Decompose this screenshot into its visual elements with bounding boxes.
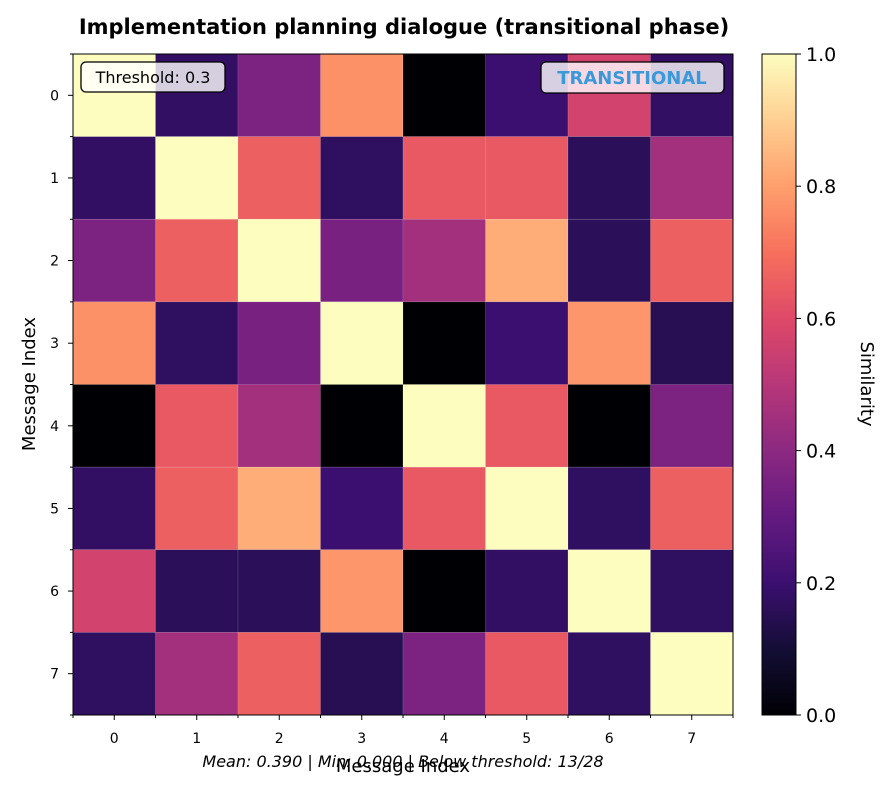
- heatmap-cell: [567, 632, 651, 716]
- y-axis-label: Message Index: [19, 317, 40, 452]
- heatmap-cell: [320, 218, 404, 303]
- heatmap-cell: [320, 549, 404, 633]
- heatmap-cell: [320, 53, 404, 137]
- colorbar-tick-label: 0.4: [806, 441, 836, 463]
- heatmap-cell: [402, 549, 486, 633]
- heatmap-cell: [155, 218, 239, 303]
- heatmap-cell: [485, 301, 569, 385]
- heatmap-cell: [650, 136, 734, 220]
- colorbar-label: Similarity: [856, 341, 877, 426]
- y-axis-ticks: 0 1 2 3 4 5 6 7: [50, 53, 73, 716]
- heatmap-cell: [72, 632, 156, 716]
- heatmap-cell: [72, 301, 156, 385]
- heatmap-cell: [72, 136, 156, 220]
- x-axis-label: Message Index: [336, 756, 471, 777]
- colorbar-tick-label: 0.6: [806, 308, 836, 330]
- colorbar-tick-label: 1.0: [806, 44, 836, 66]
- heatmap-cell: [72, 218, 156, 303]
- x-tick-label: 2: [275, 731, 284, 747]
- x-tick-label: 0: [110, 731, 119, 747]
- heatmap-cell: [237, 549, 321, 633]
- y-tick-label: 4: [50, 419, 59, 435]
- heatmap-cell: [320, 632, 404, 716]
- x-tick-label: 7: [687, 731, 696, 747]
- heatmap-cell: [650, 632, 734, 716]
- y-tick-label: 5: [50, 501, 59, 517]
- heatmap-cell: [72, 384, 156, 468]
- colorbar-ticks: 0.0 0.2 0.4 0.6 0.8 1.0: [796, 44, 836, 727]
- heatmap-cell: [485, 549, 569, 633]
- heatmap-cell: [155, 384, 239, 468]
- heatmap-cell: [567, 549, 651, 633]
- colorbar-tick-label: 0.8: [806, 176, 836, 198]
- heatmap-cell: [237, 632, 321, 716]
- heatmap-cell: [485, 136, 569, 220]
- y-tick-label: 6: [50, 584, 59, 600]
- phase-badge-label: TRANSITIONAL: [557, 68, 707, 89]
- heatmap-cell: [650, 549, 734, 633]
- chart-title: Implementation planning dialogue (transi…: [79, 15, 729, 39]
- heatmap-cell: [320, 136, 404, 220]
- x-tick-label: 6: [605, 731, 614, 747]
- heatmap-cell: [402, 136, 486, 220]
- heatmap-cell: [567, 136, 651, 220]
- colorbar-tick-label: 0.2: [806, 573, 836, 595]
- heatmap-cell: [567, 384, 651, 468]
- heatmap-cell: [485, 218, 569, 303]
- heatmap-cell: [485, 466, 569, 551]
- colorbar-tick-label: 0.0: [806, 705, 836, 727]
- heatmap-cell: [402, 384, 486, 468]
- y-tick-label: 7: [50, 667, 59, 683]
- heatmap-cell: [237, 301, 321, 385]
- colorbar: [761, 53, 797, 716]
- heatmap-cell: [485, 384, 569, 468]
- x-tick-label: 3: [357, 731, 366, 747]
- heatmap-cell: [320, 301, 404, 385]
- heatmap-cell: [320, 384, 404, 468]
- footer-stats: Mean: 0.390 | Min: 0.000 | Below thresho…: [202, 752, 603, 771]
- heatmap-cell: [155, 136, 239, 220]
- y-tick-label: 1: [50, 171, 59, 187]
- phase-badge: TRANSITIONAL: [540, 61, 725, 94]
- heatmap-cell: [650, 466, 734, 551]
- heatmap-cell: [402, 301, 486, 385]
- heatmap-cells: [72, 53, 734, 716]
- heatmap-cell: [237, 384, 321, 468]
- heatmap-cell: [402, 218, 486, 303]
- threshold-label: Threshold: 0.3: [95, 68, 211, 87]
- heatmap-cell: [155, 301, 239, 385]
- heatmap-cell: [155, 466, 239, 551]
- heatmap-cell: [237, 136, 321, 220]
- heatmap-cell: [650, 384, 734, 468]
- y-tick-label: 2: [50, 254, 59, 270]
- heatmap-cell: [567, 218, 651, 303]
- heatmap-cell: [650, 218, 734, 303]
- heatmap-cell: [485, 632, 569, 716]
- heatmap-cell: [650, 301, 734, 385]
- heatmap-cell: [237, 218, 321, 303]
- heatmap-cell: [320, 466, 404, 551]
- heatmap-cell: [402, 466, 486, 551]
- x-tick-label: 5: [522, 731, 531, 747]
- heatmap-cell: [567, 301, 651, 385]
- heatmap-cell: [72, 466, 156, 551]
- x-tick-label: 4: [440, 731, 449, 747]
- heatmap-cell: [155, 549, 239, 633]
- heatmap-cell: [402, 53, 486, 137]
- threshold-label-box: Threshold: 0.3: [80, 61, 226, 93]
- y-tick-label: 0: [50, 88, 59, 104]
- y-tick-label: 3: [50, 336, 59, 352]
- heatmap-cell: [567, 466, 651, 551]
- x-axis-ticks: 0 1 2 3 4 5 6 7: [72, 715, 734, 747]
- x-tick-label: 1: [192, 731, 201, 747]
- heatmap-cell: [402, 632, 486, 716]
- heatmap-cell: [72, 549, 156, 633]
- heatmap-cell: [237, 53, 321, 137]
- heatmap-cell: [155, 632, 239, 716]
- heatmap-cell: [237, 466, 321, 551]
